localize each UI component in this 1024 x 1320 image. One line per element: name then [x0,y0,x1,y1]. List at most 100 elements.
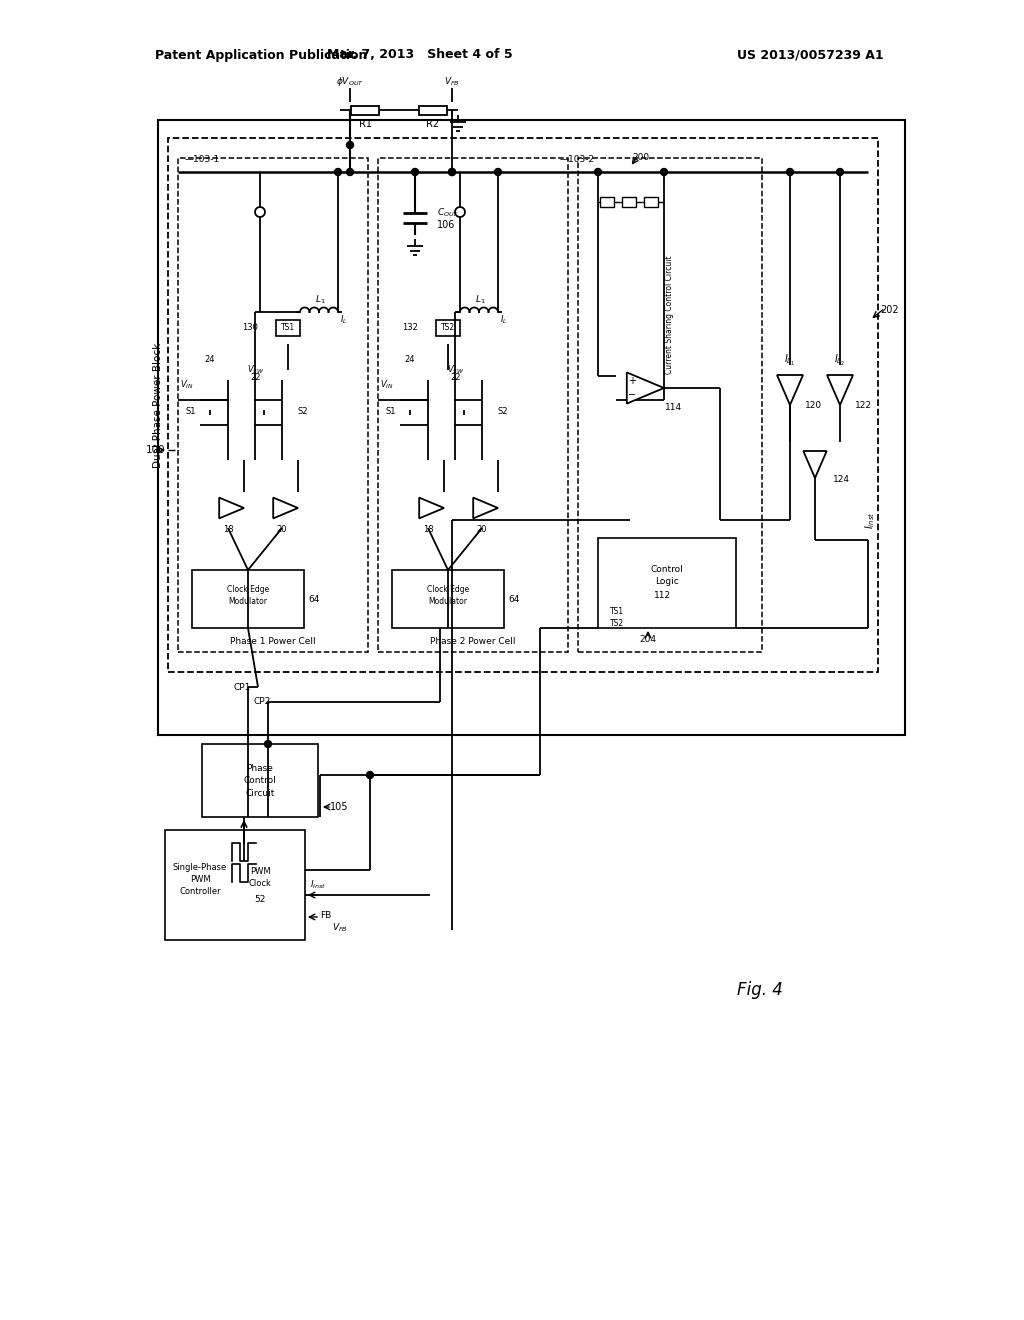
Text: 130: 130 [242,323,258,333]
Text: Modulator: Modulator [428,598,468,606]
Polygon shape [419,498,444,519]
Text: $I_L$: $I_L$ [340,314,347,326]
Text: 124: 124 [833,475,850,484]
Text: $V_{SW}$: $V_{SW}$ [447,364,465,376]
Text: S1: S1 [185,408,196,417]
Polygon shape [777,375,803,405]
Text: TS1: TS1 [610,606,624,615]
Text: 122: 122 [855,400,872,409]
Text: S2: S2 [298,408,308,417]
Text: CP2: CP2 [253,697,270,706]
Text: TS2: TS2 [441,323,455,333]
Text: $I_{inst}$: $I_{inst}$ [863,511,877,529]
Bar [598,539,736,628]
Text: R2: R2 [426,119,439,129]
Circle shape [786,169,794,176]
Text: R1: R1 [358,119,372,129]
Text: $V_{SW}$: $V_{SW}$ [247,364,265,376]
Circle shape [660,169,668,176]
Text: TS1: TS1 [281,323,295,333]
Text: $V_{IN}$: $V_{IN}$ [180,379,194,391]
Text: 112: 112 [654,590,672,599]
Circle shape [449,169,456,176]
Bar [378,158,568,652]
Bar [600,197,614,207]
Text: TS2: TS2 [610,619,624,627]
Text: 64: 64 [308,595,319,605]
Polygon shape [273,498,298,519]
Text: $L_1$: $L_1$ [475,294,485,306]
Circle shape [335,169,341,176]
Text: 64: 64 [508,595,519,605]
Text: $I_{L_1}$: $I_{L_1}$ [784,352,796,367]
Text: Modulator: Modulator [228,598,267,606]
Polygon shape [827,375,853,405]
Text: Current Sharing Control Circuit: Current Sharing Control Circuit [666,256,675,375]
Text: $I_{inst}$: $I_{inst}$ [310,879,327,891]
Text: Phase 2 Power Cell: Phase 2 Power Cell [430,638,516,647]
Text: +: + [628,376,636,387]
Text: 132: 132 [402,323,418,333]
Text: 100: 100 [145,445,165,455]
Text: Single-Phase: Single-Phase [173,862,227,871]
Text: $V_{FB}$: $V_{FB}$ [444,75,460,88]
Text: —103-1: —103-1 [185,156,220,165]
Text: Mar. 7, 2013   Sheet 4 of 5: Mar. 7, 2013 Sheet 4 of 5 [328,49,513,62]
Text: 52: 52 [254,895,265,903]
Bar [202,744,318,817]
Bar [351,106,379,115]
Text: Circuit: Circuit [246,789,274,799]
Text: 20: 20 [276,525,288,535]
Text: 114: 114 [665,404,682,412]
Circle shape [367,771,374,779]
Text: 20: 20 [477,525,487,535]
Text: S1: S1 [385,408,396,417]
Text: 120: 120 [805,400,822,409]
Text: Fig. 4: Fig. 4 [737,981,783,999]
Text: $\phi V_{OUT}$: $\phi V_{OUT}$ [336,75,364,88]
Text: $L_1$: $L_1$ [314,294,326,306]
Text: PWM: PWM [250,866,270,875]
Circle shape [595,169,601,176]
Text: Control: Control [650,565,683,573]
Text: 24: 24 [404,355,416,364]
Circle shape [264,741,271,747]
Text: $I_{L_2}$: $I_{L_2}$ [835,352,846,367]
Bar [436,319,460,337]
Text: 24: 24 [205,355,215,364]
Circle shape [255,207,265,216]
Text: Patent Application Publication: Patent Application Publication [155,49,368,62]
Text: 204: 204 [640,635,656,644]
Bar [178,158,368,652]
Text: 22: 22 [251,372,261,381]
Bar [419,106,446,115]
Polygon shape [803,451,826,478]
Polygon shape [219,498,244,519]
Text: Phase: Phase [247,764,273,774]
Text: Control: Control [244,776,276,785]
Text: 18: 18 [423,525,433,535]
Text: $V_{FB}$: $V_{FB}$ [332,921,348,935]
Bar [193,570,304,628]
Bar [276,319,300,337]
Text: 202: 202 [880,305,899,315]
Circle shape [837,169,844,176]
Text: Controller: Controller [179,887,221,895]
Text: PWM: PWM [189,874,210,883]
Text: $C_{OUT}$: $C_{OUT}$ [437,206,459,219]
Text: Clock Edge: Clock Edge [227,586,269,594]
Circle shape [449,169,456,176]
Circle shape [455,207,465,216]
Text: 200: 200 [632,153,649,162]
Text: $V_{IN}$: $V_{IN}$ [380,379,394,391]
Text: Clock: Clock [249,879,271,887]
Text: 18: 18 [222,525,233,535]
Text: −: − [628,389,636,400]
Text: —103-2: —103-2 [560,156,595,165]
Polygon shape [627,372,664,404]
Text: 106: 106 [437,220,456,231]
Text: $I_L$: $I_L$ [500,314,507,326]
Bar [165,830,305,940]
Bar [578,158,762,652]
Text: FB: FB [319,911,331,920]
